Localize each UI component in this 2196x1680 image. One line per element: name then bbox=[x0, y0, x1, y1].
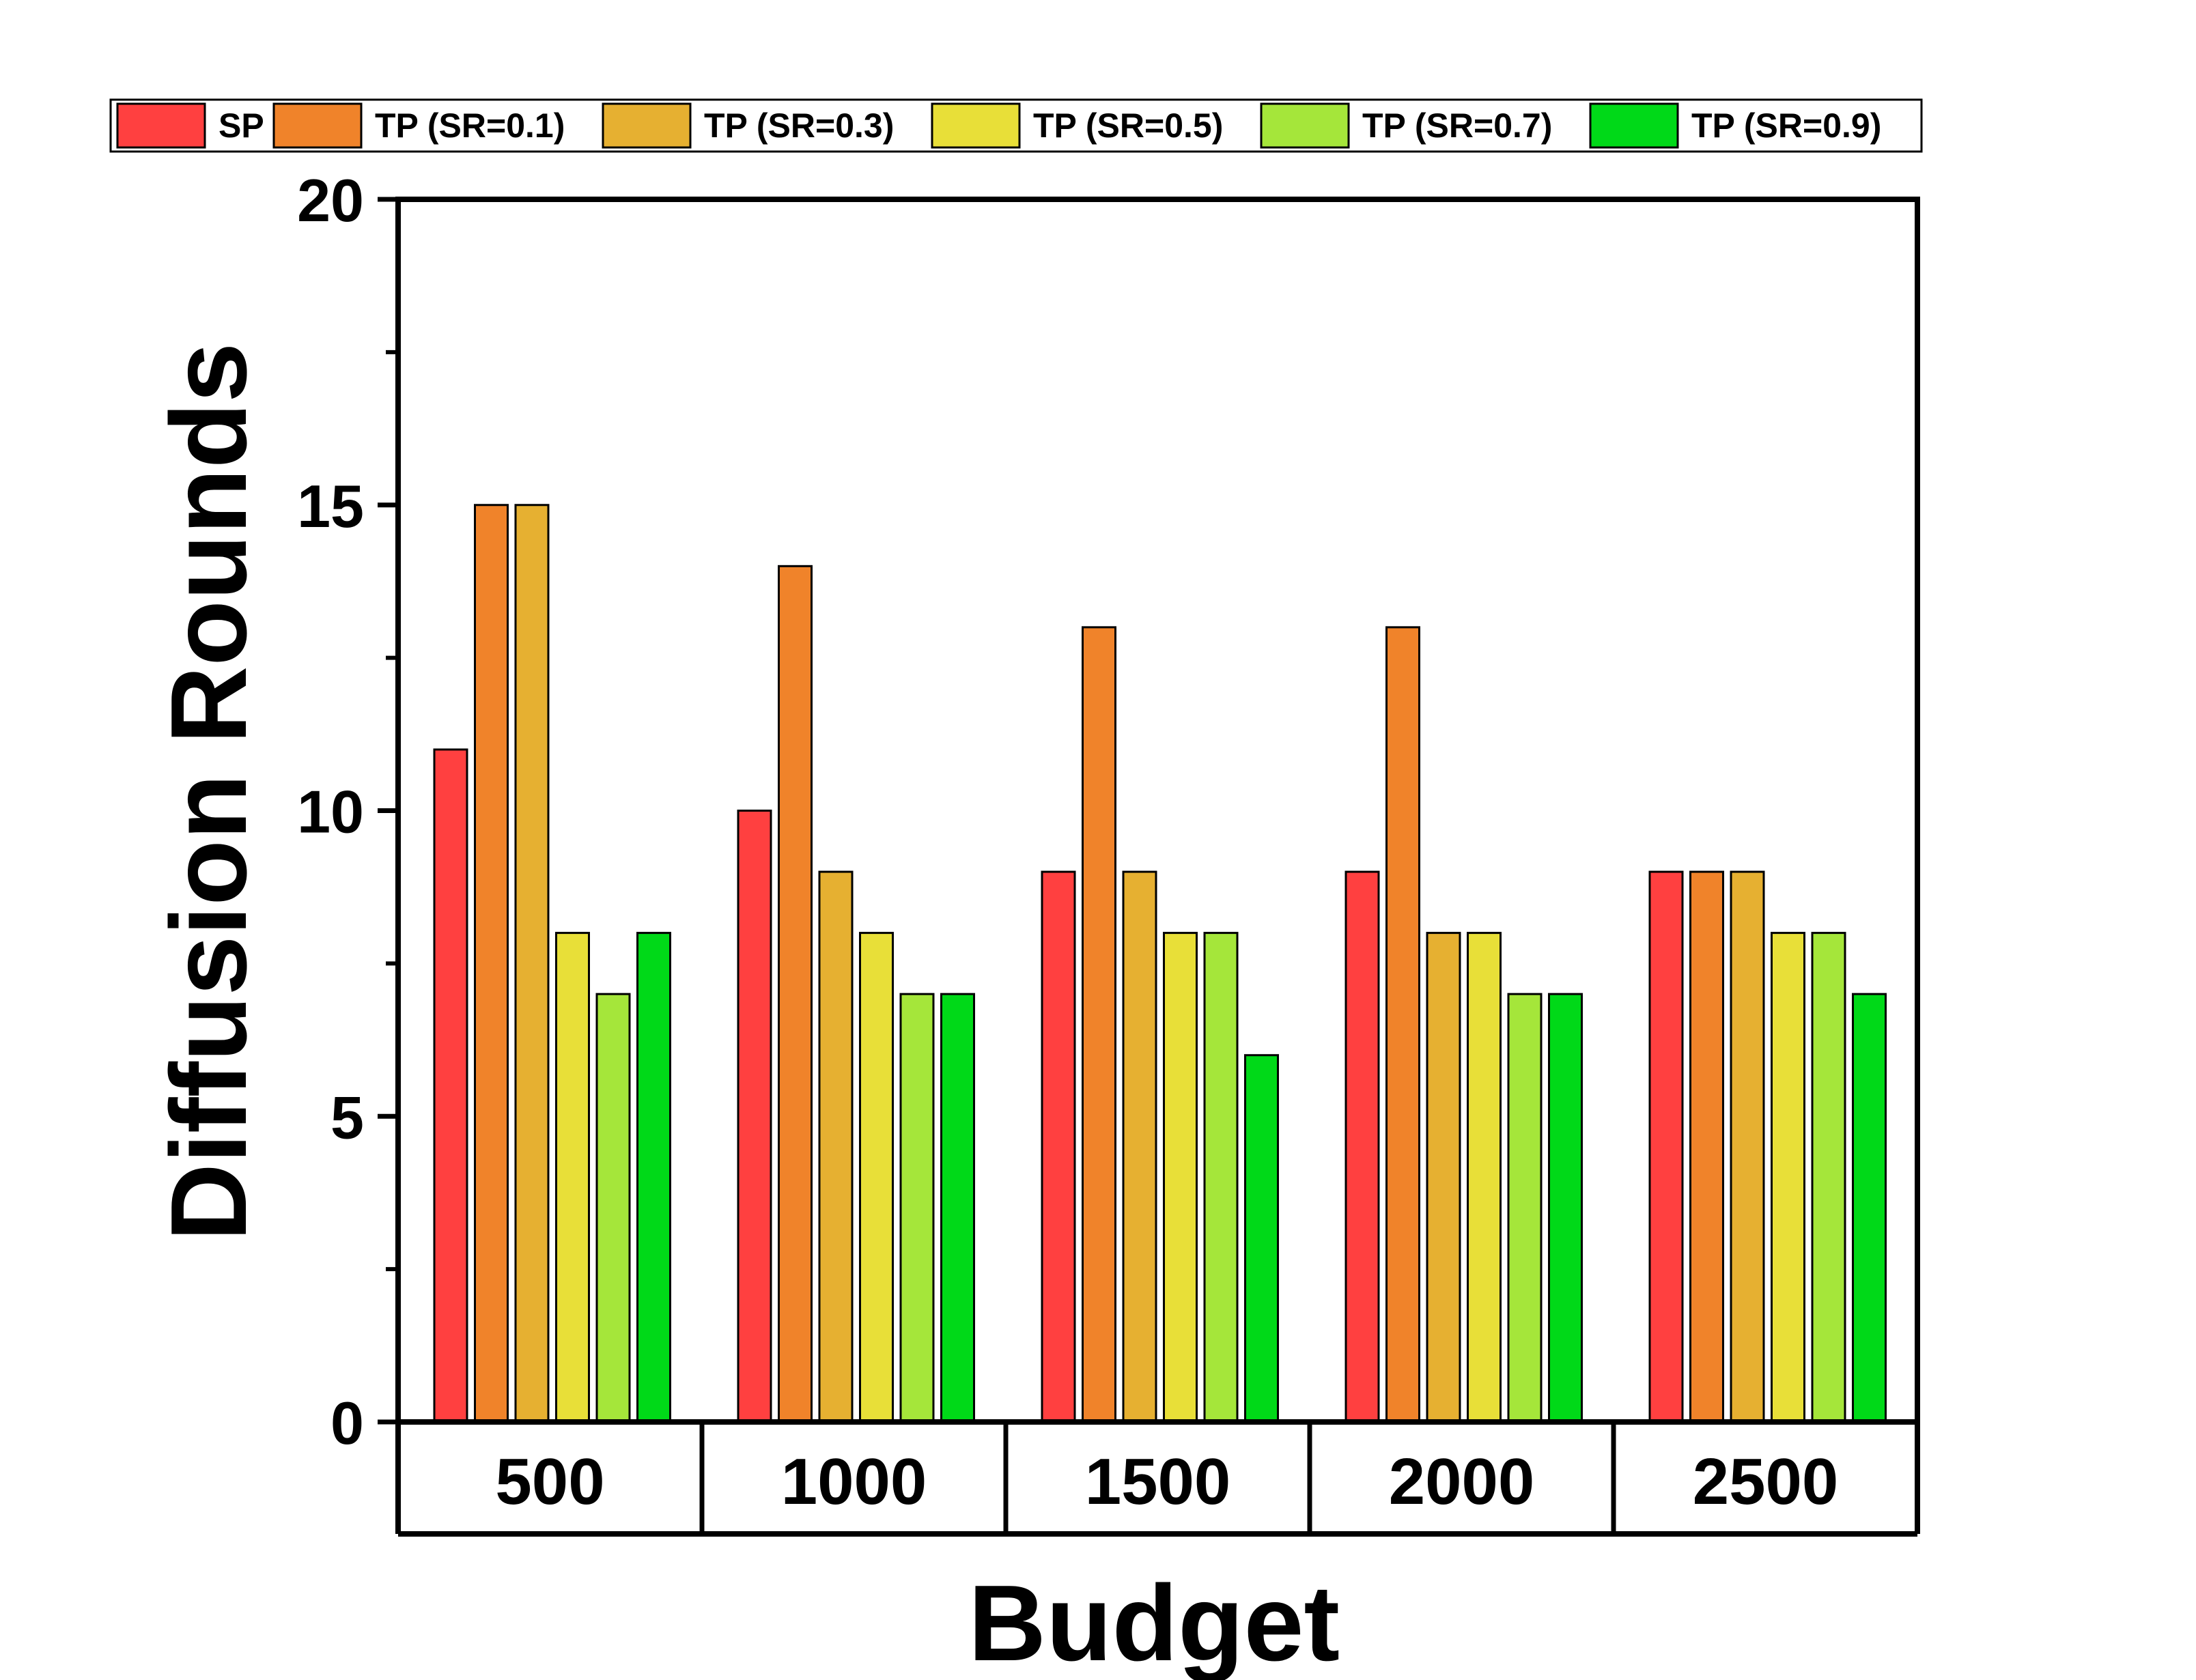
legend-swatch-sp bbox=[116, 102, 206, 149]
bar-tp-sr-0-1-500 bbox=[474, 504, 509, 1423]
category-table: 500 1000 1500 2000 2500 bbox=[395, 1422, 1920, 1537]
y-tick-label: 5 bbox=[330, 1083, 364, 1151]
legend-label-tp-sr-0-1: TP (SR=0.1) bbox=[375, 106, 565, 145]
x-axis-title: Budget bbox=[968, 1563, 1340, 1680]
bar-tp-sr-0-3-1000 bbox=[818, 870, 854, 1423]
bar-tp-sr-0-5-2500 bbox=[1771, 932, 1805, 1423]
bar-sp-2500 bbox=[1648, 870, 1684, 1423]
bar-tp-sr-0-9-2500 bbox=[1852, 993, 1887, 1423]
bar-tp-sr-0-3-500 bbox=[514, 504, 550, 1423]
legend-label-tp-sr-0-9: TP (SR=0.9) bbox=[1691, 106, 1881, 145]
y-tick-label: 15 bbox=[297, 472, 364, 540]
legend-label-sp: SP bbox=[219, 106, 264, 145]
bar-sp-2000 bbox=[1345, 870, 1380, 1423]
bar-tp-sr-0-5-500 bbox=[555, 932, 590, 1423]
y-tick-label: 0 bbox=[330, 1389, 364, 1457]
x-category-label: 2500 bbox=[1693, 1445, 1839, 1518]
bar-tp-sr-0-7-1500 bbox=[1203, 932, 1239, 1423]
legend-swatch-tp-sr-0-7 bbox=[1260, 102, 1350, 149]
x-category-label: 1500 bbox=[1085, 1445, 1231, 1518]
bar-tp-sr-0-9-2000 bbox=[1548, 993, 1583, 1423]
bar-tp-sr-0-5-1500 bbox=[1163, 932, 1198, 1423]
bar-tp-sr-0-9-1000 bbox=[940, 993, 975, 1423]
y-tick-label: 20 bbox=[297, 167, 364, 234]
bar-tp-sr-0-7-2500 bbox=[1811, 932, 1846, 1423]
axes: 0 5 10 15 20 bbox=[297, 167, 1920, 1457]
bar-tp-sr-0-3-1500 bbox=[1122, 870, 1157, 1423]
x-category-label: 500 bbox=[495, 1445, 604, 1518]
legend-swatch-tp-sr-0-1 bbox=[272, 102, 363, 149]
bar-tp-sr-0-3-2500 bbox=[1730, 870, 1765, 1423]
y-axis-title: Diffusion Rounds bbox=[149, 343, 269, 1241]
legend-label-tp-sr-0-5: TP (SR=0.5) bbox=[1033, 106, 1223, 145]
bar-tp-sr-0-1-1000 bbox=[778, 565, 813, 1423]
bar-tp-sr-0-9-500 bbox=[636, 932, 671, 1423]
bar-tp-sr-0-7-500 bbox=[595, 993, 631, 1423]
legend-label-tp-sr-0-7: TP (SR=0.7) bbox=[1362, 106, 1552, 145]
bar-tp-sr-0-9-1500 bbox=[1244, 1054, 1279, 1423]
legend-swatch-tp-sr-0-3 bbox=[602, 102, 692, 149]
legend-swatch-tp-sr-0-9 bbox=[1589, 102, 1679, 149]
bar-tp-sr-0-3-2000 bbox=[1426, 932, 1461, 1423]
x-category-label: 2000 bbox=[1389, 1445, 1535, 1518]
bar-tp-sr-0-5-1000 bbox=[859, 932, 894, 1423]
y-tick-label: 10 bbox=[297, 778, 364, 846]
bar-tp-sr-0-5-2000 bbox=[1467, 932, 1502, 1423]
x-category-label: 1000 bbox=[781, 1445, 927, 1518]
bar-sp-500 bbox=[433, 748, 468, 1423]
bar-tp-sr-0-1-2500 bbox=[1689, 870, 1724, 1423]
bar-tp-sr-0-1-2000 bbox=[1385, 626, 1420, 1423]
bar-sp-1500 bbox=[1041, 870, 1076, 1423]
legend-swatch-tp-sr-0-5 bbox=[931, 102, 1021, 149]
legend-label-tp-sr-0-3: TP (SR=0.3) bbox=[704, 106, 894, 145]
legend: SP TP (SR=0.1) TP (SR=0.3) TP (SR=0.5) TP (S… bbox=[109, 98, 1923, 153]
bar-sp-1000 bbox=[737, 810, 772, 1423]
bar-tp-sr-0-7-2000 bbox=[1507, 993, 1543, 1423]
bar-tp-sr-0-7-1000 bbox=[899, 993, 935, 1423]
bars bbox=[433, 504, 1887, 1423]
bar-tp-sr-0-1-1500 bbox=[1082, 626, 1116, 1423]
